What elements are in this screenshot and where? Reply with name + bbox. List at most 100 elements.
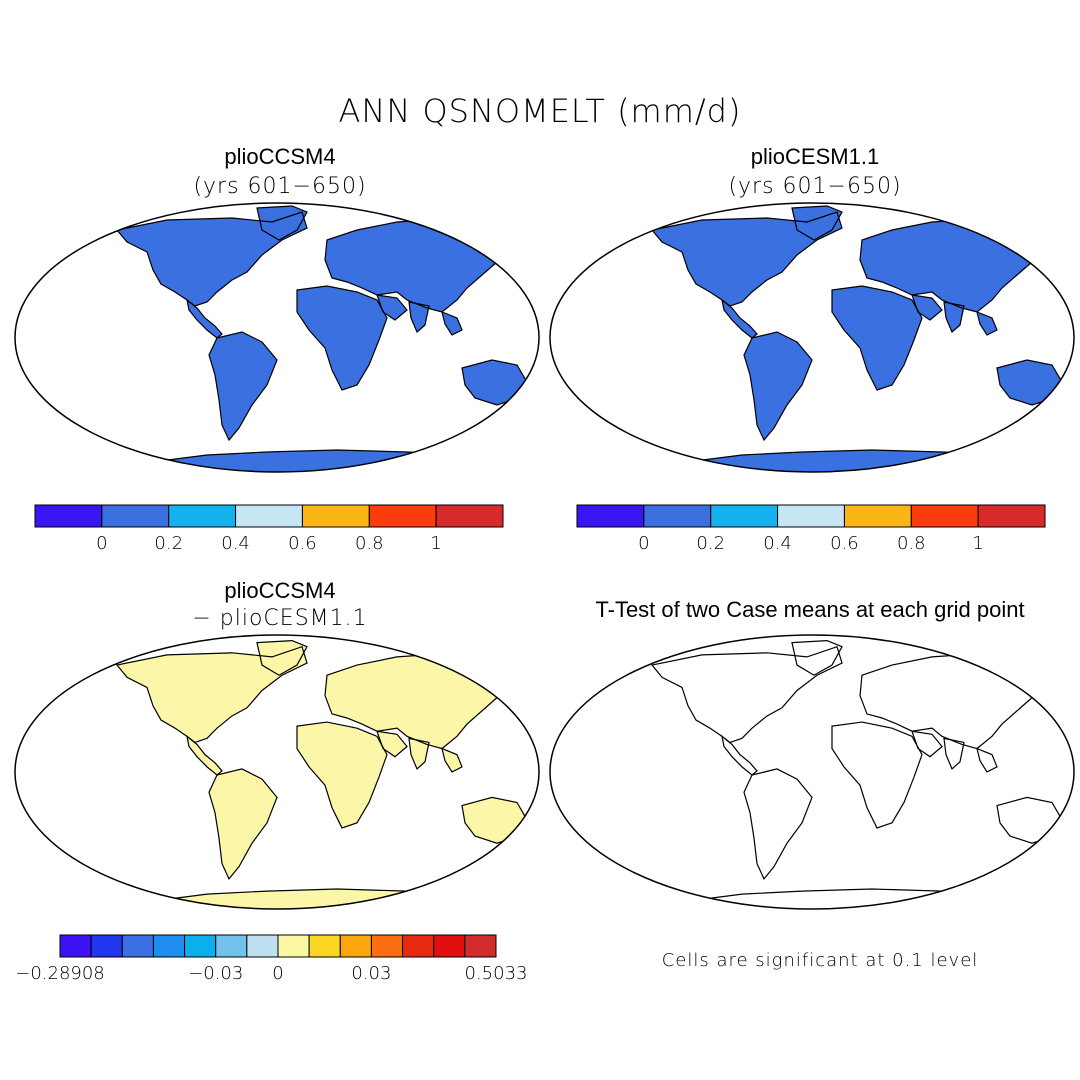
map-panel-cesm: [549, 202, 1075, 473]
coast-northAmerica: [650, 211, 843, 307]
land-seAsia: [442, 748, 462, 772]
land-australia: [997, 360, 1062, 405]
coast-india: [943, 737, 965, 770]
coast-africa: [296, 721, 388, 829]
map-border: [14, 634, 540, 910]
colorbar-segment: [643, 504, 712, 528]
colorbar-tick-label: 0: [638, 533, 649, 554]
colorbar-segment: [435, 504, 504, 528]
colorbar-tick-label: 0.8: [355, 533, 384, 554]
colorbar-segment: [710, 504, 779, 528]
colorbar-segment: [168, 504, 237, 528]
colorbar-tick-label: 1: [972, 533, 983, 554]
colorbar-segment: [184, 934, 217, 958]
map-border: [549, 202, 1075, 473]
colorbar-segment: [215, 934, 248, 958]
coast-seAsia: [441, 311, 463, 336]
coast-africa: [296, 285, 388, 391]
colorbar-segment: [910, 504, 979, 528]
colorbar-tick-label: 0.2: [154, 533, 183, 554]
panel2-subtitle: (yrs 601−650): [728, 174, 902, 199]
map-panel-ccsm4: [14, 202, 540, 473]
colorbar-segment: [301, 504, 370, 528]
colorbar-segment: [90, 934, 123, 958]
land-australia: [997, 797, 1062, 844]
land-centralAmerica: [722, 736, 757, 776]
colorbar-tick-label: 0.5033: [465, 963, 528, 984]
colorbar-segment: [777, 504, 845, 528]
land-southAmerica: [209, 332, 277, 440]
coast-seAsia: [441, 747, 463, 773]
colorbar-tick-label: 0.4: [221, 533, 250, 554]
significance-note: Cells are significant at 0.1 level: [661, 950, 979, 971]
land-africa: [832, 286, 922, 390]
colorbar-segment: [368, 504, 437, 528]
panel1-subtitle: (yrs 601−650): [193, 174, 367, 199]
panel4-title: T-Test of two Case means at each grid po…: [595, 597, 1025, 622]
coast-africa: [831, 721, 923, 829]
colorbar-tick-label: −0.03: [188, 963, 243, 984]
coast-southAmerica: [743, 331, 813, 442]
coast-greenland: [791, 205, 843, 241]
coast-seAsia: [976, 311, 998, 336]
map-panel-ttest: [549, 634, 1075, 910]
land-centralAmerica: [722, 300, 757, 338]
colorbar-tick-label: −0.28908: [15, 963, 105, 984]
map-border: [14, 202, 540, 473]
coast-india: [408, 301, 430, 333]
land-northAmerica: [117, 212, 307, 306]
coast-northAmerica: [650, 645, 843, 744]
coast-greenland: [256, 205, 308, 241]
coast-northAmerica: [115, 211, 308, 307]
colorbar-segment: [339, 934, 372, 958]
land-centralAmerica: [187, 736, 222, 776]
coast-africa: [831, 285, 923, 391]
land-northAmerica: [652, 646, 842, 743]
coast-centralAmerica: [186, 734, 223, 776]
coast-arabia: [376, 294, 408, 321]
land-australia: [462, 360, 527, 405]
coast-seAsia: [976, 747, 998, 773]
coast-centralAmerica: [721, 734, 758, 776]
coast-centralAmerica: [721, 298, 758, 339]
panel3-title: plioCCSM4: [224, 578, 336, 603]
colorbar-tick-label: 0.6: [288, 533, 317, 554]
land-seAsia: [977, 312, 997, 335]
colorbar-cesm: 0 0.2 0.4 0.6 0.8 1: [576, 504, 1046, 554]
colorbar-tick-label: 0.6: [830, 533, 859, 554]
coast-southAmerica: [208, 768, 278, 880]
colorbar-ccsm4: 0 0.2 0.4 0.6 0.8 1: [34, 504, 504, 554]
colorbar-tick-label: 0: [272, 963, 283, 984]
panel2-title: plioCESM1.1: [750, 144, 880, 169]
colorbar-segment: [402, 934, 435, 958]
colorbar-segment: [121, 934, 154, 958]
panel3-subtitle: − plioCESM1.1: [192, 606, 368, 631]
colorbar-segment: [576, 504, 645, 528]
colorbar-segment: [34, 504, 103, 528]
map-border: [549, 634, 1075, 910]
colorbar-segment: [152, 934, 186, 958]
colorbar-tick-label: 0.4: [763, 533, 792, 554]
coast-centralAmerica: [186, 298, 223, 339]
coast-arabia: [911, 294, 943, 321]
colorbar-tick-label: 0.8: [897, 533, 926, 554]
colorbar-segment: [433, 934, 466, 958]
coast-northAmerica: [115, 645, 308, 744]
land-australia: [462, 797, 527, 844]
panel1-title: plioCCSM4: [224, 144, 336, 169]
land-africa: [297, 722, 387, 828]
coast-southAmerica: [743, 768, 813, 880]
land-southAmerica: [744, 332, 812, 440]
land-seAsia: [977, 748, 997, 772]
colorbar-segment: [843, 504, 912, 528]
colorbar-segment: [977, 504, 1046, 528]
land-seAsia: [442, 312, 462, 335]
colorbar-segment: [246, 934, 279, 958]
colorbar-tick-label: 0.03: [351, 963, 391, 984]
land-southAmerica: [209, 768, 277, 879]
map-panel-difference: [14, 634, 540, 910]
coast-arabia: [376, 730, 408, 758]
land-southAmerica: [744, 768, 812, 879]
figure-title: ANN QSNOMELT (mm/d): [338, 92, 742, 130]
land-centralAmerica: [187, 300, 222, 338]
